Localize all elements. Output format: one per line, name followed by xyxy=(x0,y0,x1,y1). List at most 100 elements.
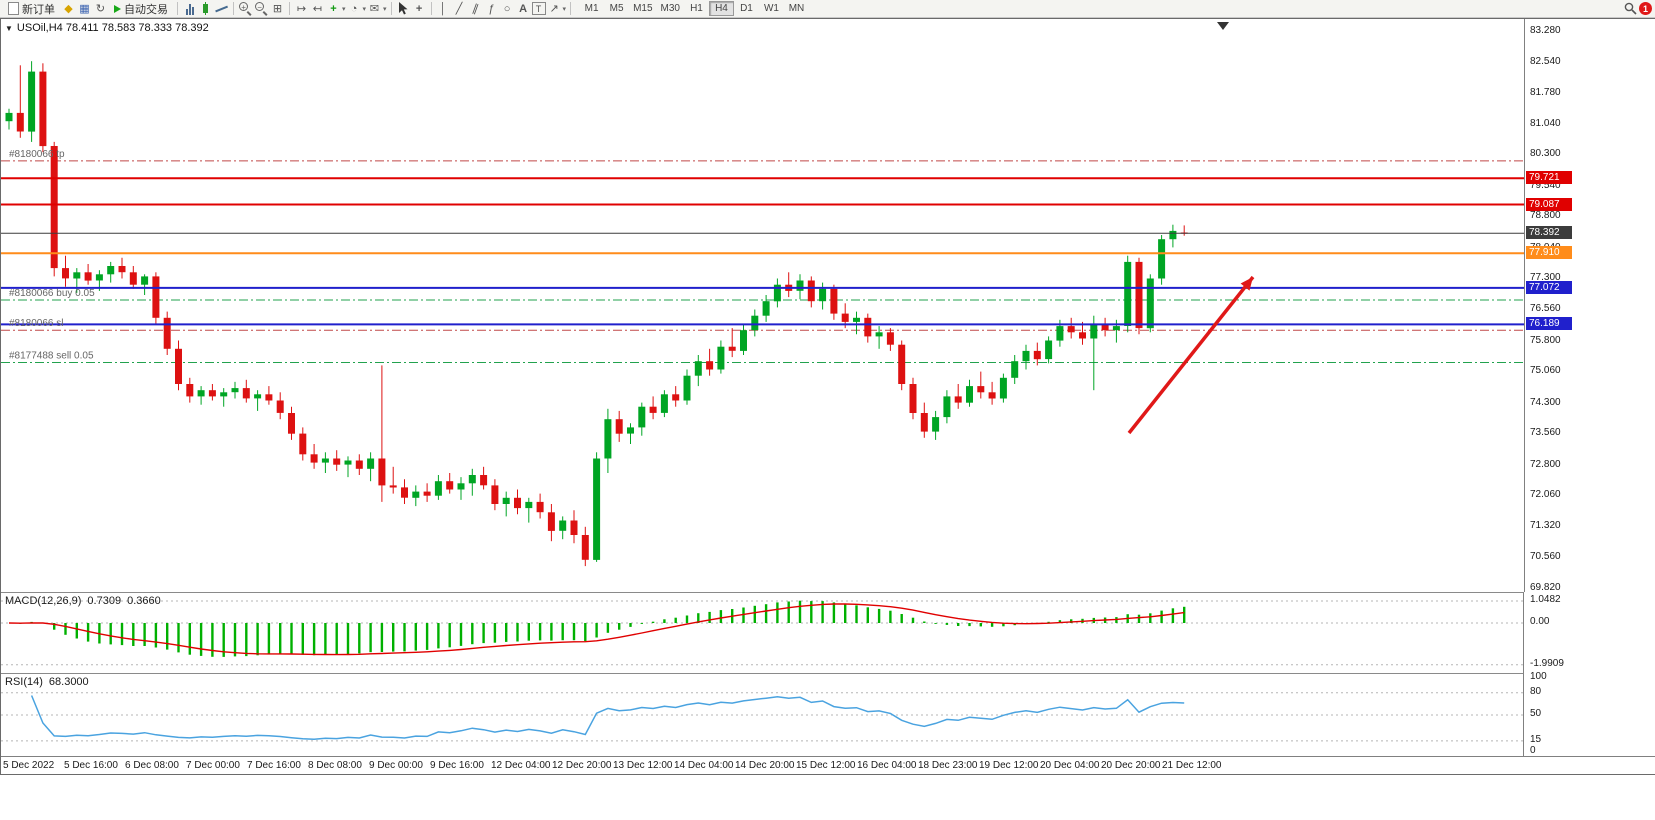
rsi-canvas xyxy=(1,692,1524,742)
order-label: #8180066 sl xyxy=(9,318,64,329)
trend-arrow[interactable] xyxy=(1127,275,1255,435)
add-indicator-icon[interactable]: + xyxy=(330,2,337,15)
candle xyxy=(242,388,250,399)
timeframe-button-M5[interactable]: M5 xyxy=(604,1,629,16)
arrows-icon[interactable]: ↗ xyxy=(549,2,559,15)
search-icon[interactable] xyxy=(1623,1,1638,16)
timeframe-button-D1[interactable]: D1 xyxy=(734,1,759,16)
dropdown-caret-icon[interactable]: ▾ xyxy=(383,5,387,13)
candle xyxy=(321,458,329,463)
candle xyxy=(638,406,646,428)
price-tag: 77.072 xyxy=(1526,281,1572,294)
main-chart-panel[interactable]: ▼ USOil,H4 78.411 78.583 78.333 78.392 #… xyxy=(1,19,1525,592)
cursor-icon[interactable] xyxy=(396,1,411,16)
chart-menu-caret-icon[interactable]: ▼ xyxy=(5,23,13,33)
candle xyxy=(773,284,781,302)
candle xyxy=(107,266,115,275)
chart-title: ▼ USOil,H4 78.411 78.583 78.333 78.392 xyxy=(5,22,209,34)
macd-panel[interactable]: MACD(12,26,9) 0.7309 0.3660 xyxy=(1,592,1524,673)
candle xyxy=(129,272,137,285)
candle xyxy=(999,377,1007,399)
auto-trading-button[interactable]: 自动交易 xyxy=(109,1,173,17)
auto-scroll-icon[interactable]: ↦ xyxy=(296,2,307,15)
shapes-icon[interactable]: ○ xyxy=(503,2,511,15)
zoom-out-icon[interactable]: − xyxy=(254,1,269,16)
price-axis-label: 72.800 xyxy=(1530,459,1561,470)
timeframe-button-MN[interactable]: MN xyxy=(784,1,809,16)
macd-label: MACD(12,26,9) 0.7309 0.3660 xyxy=(5,595,161,607)
dropdown-caret-icon[interactable]: ▾ xyxy=(342,5,346,13)
candle xyxy=(186,384,194,397)
price-axis-label: 69.820 xyxy=(1530,582,1561,593)
main-chart-canvas[interactable]: #8180066 tp #8180066 buy 0.05 #8180066 sl #… xyxy=(1,19,1524,592)
candle xyxy=(706,361,714,370)
timeframe-button-M1[interactable]: M1 xyxy=(579,1,604,16)
templates-icon[interactable]: ✉ xyxy=(369,2,380,15)
dropdown-caret-icon[interactable]: ▾ xyxy=(562,5,567,13)
rsi-scale[interactable]: 100 80 50 15 0 xyxy=(1525,671,1655,756)
time-axis-label: 16 Dec 04:00 xyxy=(857,760,917,771)
chart-shift-icon[interactable]: ↤ xyxy=(312,2,323,15)
candle xyxy=(457,483,465,490)
candle xyxy=(276,400,284,413)
order-label: #8180066 tp xyxy=(9,149,65,160)
rsi-panel[interactable]: RSI(14) 68.3000 xyxy=(1,673,1524,756)
price-axis-label: 75.060 xyxy=(1530,365,1561,376)
trendline-icon[interactable]: ╱ xyxy=(455,2,463,15)
timeframe-button-H4[interactable]: H4 xyxy=(708,1,734,16)
fibonacci-icon[interactable]: ƒ xyxy=(487,2,495,15)
candle xyxy=(898,344,906,384)
candle xyxy=(966,386,973,403)
candle xyxy=(163,317,171,349)
timeframe-button-H1[interactable]: H1 xyxy=(684,1,709,16)
tile-windows-icon[interactable]: ⊞ xyxy=(272,2,283,15)
time-axis-label: 9 Dec 16:00 xyxy=(430,760,484,771)
chart-shift-marker[interactable] xyxy=(1217,22,1229,30)
candle xyxy=(954,396,962,403)
timeframe-button-M30[interactable]: M30 xyxy=(657,1,684,16)
candle xyxy=(909,384,917,413)
zoom-in-icon[interactable]: + xyxy=(238,1,253,16)
candle xyxy=(84,272,92,281)
time-scale[interactable]: 5 Dec 2022 5 Dec 16:00 6 Dec 08:00 7 Dec 00… xyxy=(1,756,1655,774)
candle xyxy=(1033,350,1041,360)
candle xyxy=(536,501,544,513)
candle xyxy=(570,520,578,535)
candle xyxy=(728,346,736,351)
text-icon[interactable]: A xyxy=(519,2,528,15)
candle xyxy=(1056,326,1064,341)
auto-trading-label: 自动交易 xyxy=(124,3,168,16)
price-scale[interactable]: 83.280 82.540 81.780 81.040 80.300 79.540 78.8… xyxy=(1525,19,1655,593)
candle xyxy=(401,487,408,498)
candle xyxy=(593,458,601,560)
candle xyxy=(299,433,307,455)
market-watch-icon[interactable]: ▦ xyxy=(79,2,90,15)
timeframe-button-M15[interactable]: M15 xyxy=(629,1,656,16)
macd-name: MACD(12,26,9) xyxy=(5,595,82,607)
chart-window: ▼ USOil,H4 78.411 78.583 78.333 78.392 #… xyxy=(0,18,1655,775)
notification-badge[interactable]: 1 xyxy=(1639,2,1652,15)
timeframe-button-W1[interactable]: W1 xyxy=(759,1,784,16)
vertical-line-icon[interactable]: │ xyxy=(439,2,447,15)
rsi-value: 68.3000 xyxy=(48,676,89,688)
candle xyxy=(5,112,13,122)
line-chart-icon[interactable] xyxy=(214,1,229,16)
dropdown-caret-icon[interactable]: ▾ xyxy=(362,5,367,13)
candle xyxy=(1079,332,1086,339)
refresh-icon[interactable]: ↻ xyxy=(95,2,106,15)
rsi-label: RSI(14) 68.3000 xyxy=(5,676,89,688)
price-axis-label: 78.800 xyxy=(1530,210,1561,221)
periods-icon[interactable]: ◔ xyxy=(350,2,358,15)
alerts-icon[interactable]: ◆ xyxy=(64,2,73,15)
channel-icon[interactable]: ∥ xyxy=(470,1,480,16)
bar-chart-icon[interactable] xyxy=(182,1,197,16)
crosshair-icon[interactable]: + xyxy=(415,2,423,15)
candle xyxy=(875,332,883,337)
new-order-button[interactable]: 新订单 xyxy=(3,1,60,17)
candle xyxy=(796,280,804,291)
candle xyxy=(807,280,815,302)
text-label-icon[interactable]: T xyxy=(531,2,546,15)
macd-scale[interactable]: 1.0482 0.00 -1.9909 xyxy=(1525,592,1655,673)
time-axis-label: 5 Dec 2022 xyxy=(3,760,55,771)
candlestick-chart-icon[interactable] xyxy=(198,1,213,16)
